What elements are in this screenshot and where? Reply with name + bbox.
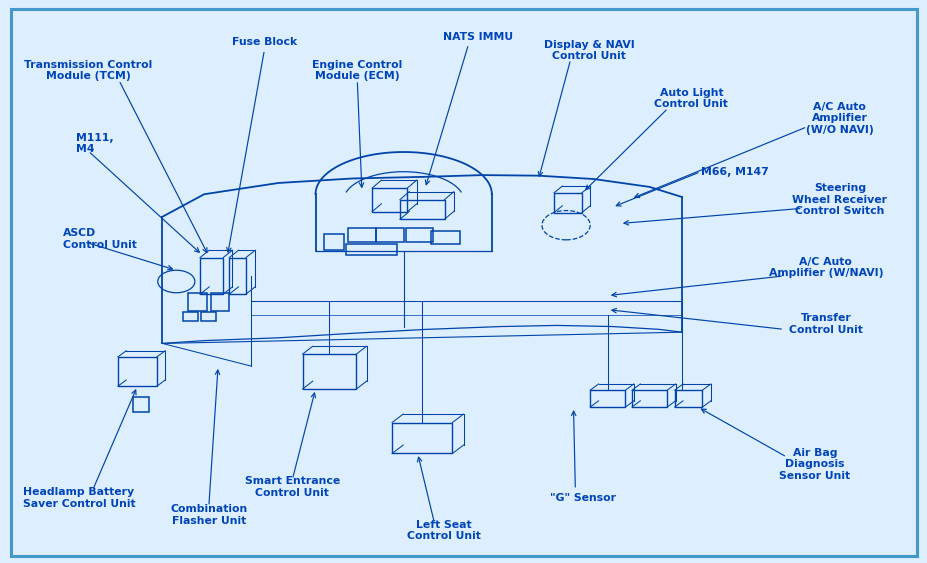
Text: Fuse Block: Fuse Block <box>232 37 297 47</box>
Text: A/C Auto
Amplifier
(W/O NAVI): A/C Auto Amplifier (W/O NAVI) <box>805 102 873 135</box>
Text: M66, M147: M66, M147 <box>700 167 768 177</box>
Bar <box>302 354 356 389</box>
Bar <box>405 229 433 242</box>
Text: Steering
Wheel Receiver
Control Switch: Steering Wheel Receiver Control Switch <box>792 184 886 216</box>
Text: "G" Sensor: "G" Sensor <box>549 493 616 503</box>
Bar <box>590 390 625 407</box>
Text: ASCD
Control Unit: ASCD Control Unit <box>63 229 137 250</box>
Bar <box>391 422 452 454</box>
Bar <box>375 229 403 242</box>
Text: Left Seat
Control Unit: Left Seat Control Unit <box>406 520 480 541</box>
Text: NATS IMMU: NATS IMMU <box>442 32 513 42</box>
Text: Transmission Control
Module (TCM): Transmission Control Module (TCM) <box>24 60 152 81</box>
Text: Air Bag
Diagnosis
Sensor Unit: Air Bag Diagnosis Sensor Unit <box>779 448 849 481</box>
Bar <box>345 244 397 255</box>
Bar <box>188 293 207 311</box>
Text: Transfer
Control Unit: Transfer Control Unit <box>788 313 862 334</box>
Text: Headlamp Battery
Saver Control Unit: Headlamp Battery Saver Control Unit <box>22 488 135 509</box>
Text: Combination
Flasher Unit: Combination Flasher Unit <box>170 504 248 526</box>
Bar <box>210 293 229 311</box>
Bar <box>674 390 702 407</box>
Bar <box>430 231 460 244</box>
Bar <box>200 258 223 294</box>
Text: M111,
M4: M111, M4 <box>76 133 114 154</box>
Bar <box>183 312 197 321</box>
Bar <box>631 390 667 407</box>
Bar <box>324 234 344 250</box>
Bar <box>118 357 157 386</box>
Bar <box>372 188 407 212</box>
Text: Engine Control
Module (ECM): Engine Control Module (ECM) <box>311 60 402 81</box>
Bar <box>201 312 216 321</box>
Bar <box>553 193 581 212</box>
Text: Auto Light
Control Unit: Auto Light Control Unit <box>654 88 728 109</box>
Text: Display & NAVI
Control Unit: Display & NAVI Control Unit <box>543 40 634 61</box>
Bar <box>229 258 246 294</box>
Bar <box>133 397 149 412</box>
Bar <box>400 199 444 219</box>
Text: A/C Auto
Amplifier (W/NAVI): A/C Auto Amplifier (W/NAVI) <box>768 257 883 278</box>
Bar <box>348 229 375 242</box>
Text: Smart Entrance
Control Unit: Smart Entrance Control Unit <box>245 476 339 498</box>
